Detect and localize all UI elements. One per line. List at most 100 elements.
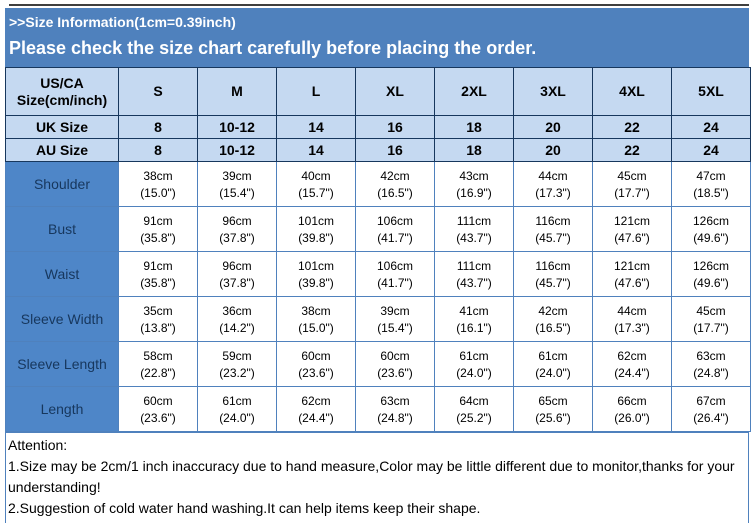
size-value-cell: 20 (513, 138, 593, 162)
measurement-cell: 45cm (17.7") (592, 161, 672, 207)
inch-value: (15.4") (219, 186, 255, 200)
size-value-cell: 14 (276, 138, 356, 162)
measurement-row-label: Sleeve Length (5, 341, 119, 387)
top-divider (9, 4, 749, 6)
inch-value: (16.5") (377, 186, 413, 200)
cm-value: 61cm (538, 349, 568, 363)
cm-value: 116cm (535, 259, 571, 273)
measurement-cell: 41cm (16.1") (434, 296, 514, 342)
size-value-cell: 16 (355, 115, 435, 139)
inch-value: (16.1") (456, 321, 492, 335)
size-value-cell: 22 (592, 115, 672, 139)
measurement-cell: 91cm (35.8") (118, 206, 198, 252)
cm-value: 65cm (538, 394, 568, 408)
measurement-cell: 65cm (25.6") (513, 386, 593, 432)
inch-value: (25.6") (535, 411, 571, 425)
cm-value: 121cm (613, 214, 651, 228)
inch-value: (45.7") (535, 276, 571, 290)
size-value-cell: 8 (118, 138, 198, 162)
inch-value: (25.2") (456, 411, 492, 425)
cm-value: 101cm (297, 214, 335, 228)
cm-value: 101cm (297, 259, 335, 273)
cm-value: 126cm (692, 259, 730, 273)
inch-value: (39.8") (298, 231, 334, 245)
cm-value: 42cm (538, 304, 568, 318)
measurement-cell: 61cm (24.0") (513, 341, 593, 387)
measurement-cell: 121cm (47.6") (592, 251, 672, 297)
cm-value: 44cm (617, 304, 647, 318)
size-value-cell: 10-12 (197, 115, 277, 139)
measurement-cell: 44cm (17.3") (513, 161, 593, 207)
measurement-cell: 63cm (24.8") (355, 386, 435, 432)
measurement-cell: 43cm (16.9") (434, 161, 514, 207)
measurement-cell: 35cm (13.8") (118, 296, 198, 342)
measurement-cell: 44cm (17.3") (592, 296, 672, 342)
inch-value: (47.6") (614, 276, 650, 290)
inch-value: (14.2") (219, 321, 255, 335)
inch-value: (16.9") (456, 186, 492, 200)
cm-value: 38cm (301, 304, 331, 318)
size-chart-notice: Please check the size chart carefully be… (9, 38, 537, 58)
inch-value: (24.4") (614, 366, 650, 380)
inch-value: (41.7") (377, 276, 413, 290)
attention-title: Attention: (8, 437, 68, 453)
inch-value: (17.7") (693, 321, 729, 335)
measurement-cell: 67cm (26.4") (671, 386, 751, 432)
cm-value: 91cm (143, 259, 173, 273)
size-column-header: M (197, 67, 277, 116)
inch-value: (23.6") (298, 366, 334, 380)
size-column-header: 5XL (671, 67, 751, 116)
measurement-cell: 38cm (15.0") (118, 161, 198, 207)
measurement-cell: 106cm (41.7") (355, 251, 435, 297)
cm-value: 47cm (696, 169, 726, 183)
cm-value: 40cm (301, 169, 331, 183)
inch-value: (49.6") (693, 276, 729, 290)
measurement-cell: 58cm (22.8") (118, 341, 198, 387)
measurement-cell: 45cm (17.7") (671, 296, 751, 342)
cm-value: 64cm (459, 394, 489, 408)
measurement-cell: 60cm (23.6") (118, 386, 198, 432)
inch-value: (23.6") (140, 411, 176, 425)
cm-value: 111cm (456, 214, 492, 228)
measurement-cell: 60cm (23.6") (276, 341, 356, 387)
size-column-header: XL (355, 67, 435, 116)
size-value-cell: 18 (434, 115, 514, 139)
size-row-label: UK Size (5, 115, 119, 139)
inch-value: (23.2") (219, 366, 255, 380)
measurement-cell: 40cm (15.7") (276, 161, 356, 207)
inch-value: (45.7") (535, 231, 571, 245)
cm-value: 66cm (617, 394, 647, 408)
cm-value: 38cm (143, 169, 173, 183)
inch-value: (24.0") (456, 366, 492, 380)
cm-value: 58cm (143, 349, 173, 363)
inch-value: (26.0") (614, 411, 650, 425)
cm-value: 43cm (459, 169, 489, 183)
inch-value: (26.4") (693, 411, 729, 425)
measurement-cell: 63cm (24.8") (671, 341, 751, 387)
measurement-cell: 126cm (49.6") (671, 206, 751, 252)
cm-value: 35cm (143, 304, 173, 318)
measurement-cell: 101cm (39.8") (276, 206, 356, 252)
measurement-row: Sleeve Length 58cm (22.8") 59cm (23.2") 60cm (… (5, 341, 751, 387)
size-value-cell: 24 (671, 115, 751, 139)
cm-value: 45cm (617, 169, 647, 183)
inch-value: (17.3") (614, 321, 650, 335)
cm-value: 67cm (696, 394, 726, 408)
size-value-cell: 18 (434, 138, 514, 162)
cm-value: 60cm (301, 349, 331, 363)
measurement-cell: 116cm (45.7") (513, 251, 593, 297)
inch-value: (35.8") (140, 276, 176, 290)
measurement-cell: 96cm (37.8") (197, 251, 277, 297)
measurement-cell: 62cm (24.4") (276, 386, 356, 432)
cm-value: 60cm (380, 349, 410, 363)
measurement-row-label: Bust (5, 206, 119, 252)
measurement-row: Sleeve Width 35cm (13.8") 36cm (14.2") 38cm (1… (5, 296, 751, 342)
measurement-cell: 121cm (47.6") (592, 206, 672, 252)
measurement-cell: 66cm (26.0") (592, 386, 672, 432)
inch-value: (18.5") (693, 186, 729, 200)
cm-value: 36cm (222, 304, 252, 318)
cm-value: 62cm (301, 394, 331, 408)
inch-value: (39.8") (298, 276, 334, 290)
cm-value: 39cm (222, 169, 252, 183)
cm-value: 96cm (222, 259, 252, 273)
